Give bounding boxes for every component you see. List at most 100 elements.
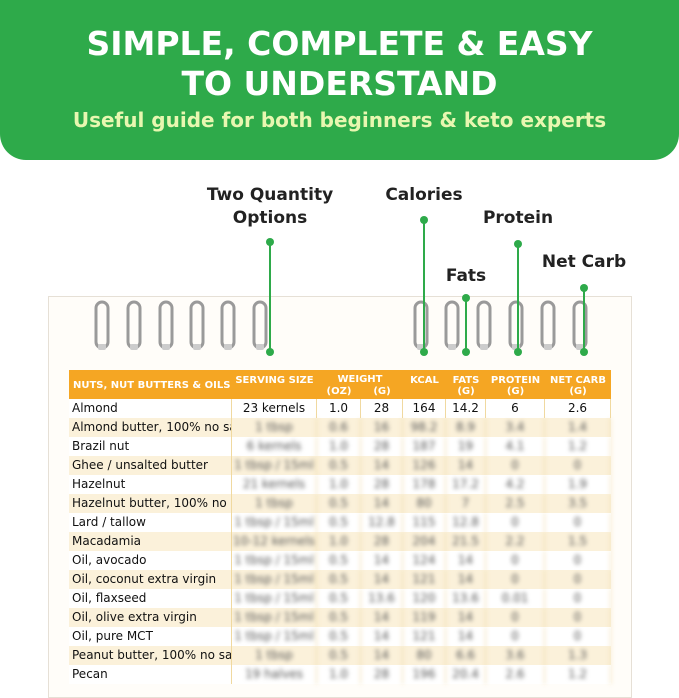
table-cell: 0 <box>545 456 611 475</box>
table-cell: 19 <box>446 437 486 456</box>
spiral-hole <box>480 344 488 350</box>
table-cell: 80 <box>403 494 446 513</box>
callout-dot <box>580 348 588 356</box>
table-cell: 21.5 <box>446 532 486 551</box>
table-cell: 1.5 <box>545 532 611 551</box>
column-header: SERVING SIZE <box>235 375 314 386</box>
table-cell: 0 <box>486 570 545 589</box>
table-cell: 28 <box>361 437 403 456</box>
table-cell: 2.6 <box>545 399 611 418</box>
table-cell: 2.2 <box>486 532 545 551</box>
table-cell: 14 <box>446 551 486 570</box>
table-cell: 1 tbsp <box>232 494 317 513</box>
table-cell: 1.0 <box>317 665 361 684</box>
table-cell: 0 <box>545 551 611 570</box>
table-cell: 0.6 <box>317 418 361 437</box>
table-cell: Almond <box>69 399 232 418</box>
table-cell: 14 <box>361 608 403 627</box>
table-cell: 1.3 <box>545 646 611 665</box>
table-cell: Brazil nut <box>69 437 232 456</box>
table-cell: 16 <box>361 418 403 437</box>
table-cell: 0 <box>545 608 611 627</box>
table-cell: 17.2 <box>446 475 486 494</box>
table-cell: 1 tbsp / 15ml <box>232 513 317 532</box>
table-cell: 20.4 <box>446 665 486 684</box>
table-cell: 0.01 <box>486 589 545 608</box>
row-bg <box>69 437 611 456</box>
column-header: (G) <box>373 386 391 397</box>
table-cell: 8.9 <box>446 418 486 437</box>
table-cell: 10-12 kernels <box>232 532 317 551</box>
row-bg <box>69 399 611 418</box>
spiral-hole <box>162 344 170 350</box>
table-cell: 1.0 <box>317 475 361 494</box>
table-cell: 3.5 <box>545 494 611 513</box>
table-cell: Almond butter, 100% no salt <box>69 418 232 437</box>
header: SIMPLE, COMPLETE & EASY TO UNDERSTAND Us… <box>0 0 679 160</box>
row-bg <box>69 551 611 570</box>
spiral-ring <box>508 300 524 350</box>
decoration <box>94 216 588 356</box>
callout-label: Fats <box>445 266 487 286</box>
table-cell: 0 <box>486 513 545 532</box>
table-cell: 28 <box>361 665 403 684</box>
table-cell: 1 tbsp <box>232 646 317 665</box>
title-line: TO UNDERSTAND <box>181 64 498 103</box>
column-header: PROTEIN (G) <box>490 375 541 397</box>
spiral-hole <box>256 344 264 350</box>
table-cell: 0 <box>486 551 545 570</box>
callout-label: Protein <box>482 208 554 228</box>
column-header: NET CARB (G) <box>550 375 606 397</box>
table-cell: 178 <box>403 475 446 494</box>
table-cell: 0.5 <box>317 551 361 570</box>
spiral-hole <box>544 344 552 350</box>
table-cell: 187 <box>403 437 446 456</box>
row-bg <box>69 532 611 551</box>
table-cell: Ghee / unsalted butter <box>69 456 232 475</box>
table-cell: 3.4 <box>486 418 545 437</box>
column-group-header: WEIGHT <box>337 374 383 385</box>
table-cell: 0.5 <box>317 494 361 513</box>
spiral-hole <box>98 344 106 350</box>
table-cell: 14.2 <box>446 399 486 418</box>
column-header: FATS (G) <box>452 375 480 397</box>
table-cell: 0 <box>486 608 545 627</box>
table-cell: 0.5 <box>317 608 361 627</box>
callout-dot <box>420 348 428 356</box>
row-bg <box>69 494 611 513</box>
table-cell: 21 kernels <box>232 475 317 494</box>
row-bg <box>69 475 611 494</box>
callout-dot <box>266 238 274 246</box>
table-cell: 0 <box>545 589 611 608</box>
table-cell: Oil, flaxseed <box>69 589 232 608</box>
table-cell: Pecan <box>69 665 232 684</box>
table-cell: 14 <box>446 608 486 627</box>
table-cell: 115 <box>403 513 446 532</box>
table-cell: Peanut butter, 100% no salt <box>69 646 232 665</box>
table-cell: 1.9 <box>545 475 611 494</box>
table-cell: Oil, pure MCT <box>69 627 232 646</box>
column-header: KCAL <box>410 375 439 386</box>
title-line: SIMPLE, COMPLETE & EASY <box>86 24 593 63</box>
table-cell: 80 <box>403 646 446 665</box>
row-bg <box>69 418 611 437</box>
row-bg <box>69 456 611 475</box>
table-cell: 0 <box>486 627 545 646</box>
table-cell: 1 tbsp / 15ml <box>232 627 317 646</box>
row-bg <box>69 646 611 665</box>
table-cell: 1.2 <box>545 665 611 684</box>
table-cell: 14 <box>446 456 486 475</box>
spiral-ring <box>126 300 142 350</box>
table-cell: 0.5 <box>317 589 361 608</box>
table-cell: 1 tbsp / 15ml <box>232 608 317 627</box>
table-header-bg <box>69 370 611 399</box>
table-cell: 14 <box>446 627 486 646</box>
table-cell: 1.0 <box>317 437 361 456</box>
table-cell: 98.2 <box>403 418 446 437</box>
table-cell: 0.5 <box>317 570 361 589</box>
spiral-ring <box>158 300 174 350</box>
table-cell: 13.6 <box>361 589 403 608</box>
table-cell: 14 <box>446 570 486 589</box>
spiral-ring <box>476 300 492 350</box>
